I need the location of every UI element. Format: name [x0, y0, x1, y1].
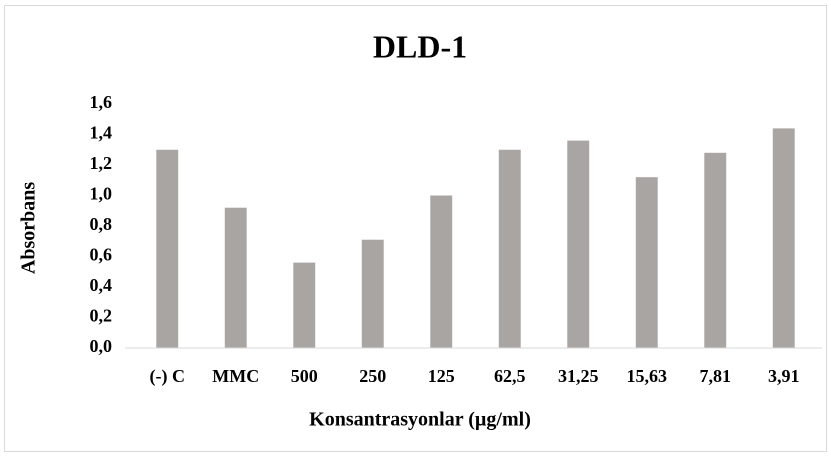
chart-border [4, 5, 827, 452]
x-tick-label: (-) C [150, 366, 185, 387]
bar [635, 177, 658, 348]
y-tick-label: 1,0 [90, 184, 113, 204]
y-tick-label: 1,4 [90, 123, 113, 143]
x-tick-label: 3,91 [768, 366, 800, 386]
x-tick-label: 250 [359, 366, 386, 386]
bar [361, 239, 384, 348]
y-tick-label: 0,6 [90, 245, 113, 265]
x-tick-label: 7,81 [700, 366, 732, 386]
x-tick-label: 62,5 [494, 366, 526, 386]
bar [567, 140, 590, 348]
x-tick-label: MMC [212, 366, 259, 386]
bar [293, 262, 316, 348]
chart-title: DLD-1 [373, 28, 467, 64]
y-tick-label: 0,8 [90, 214, 113, 234]
x-tick-label: 125 [428, 366, 455, 386]
x-tick-label: 500 [291, 366, 318, 386]
y-tick-label: 0,4 [90, 275, 113, 295]
bar [430, 195, 453, 348]
x-tick-label: 31,25 [558, 366, 599, 386]
y-axis-title: Absorbans [18, 182, 40, 274]
y-tick-label: 1,2 [90, 153, 113, 173]
y-tick-label: 0,2 [90, 306, 113, 326]
bar [224, 207, 247, 348]
bar [498, 149, 521, 348]
y-tick-label: 1,6 [90, 92, 113, 112]
x-axis-title: Konsantrasyonlar (µg/ml) [309, 409, 531, 431]
y-tick-label: 0,0 [90, 336, 113, 356]
bar [772, 128, 795, 348]
x-tick-label: 15,63 [627, 366, 668, 386]
bar [704, 152, 727, 348]
bar [156, 149, 179, 348]
